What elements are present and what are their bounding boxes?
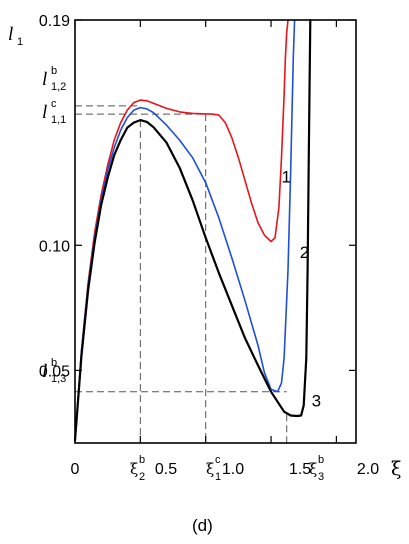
x-annotation-sub: 2 — [139, 471, 145, 483]
y-tick-label: 0.19 — [39, 13, 70, 30]
curve-label: 3 — [312, 392, 321, 411]
curve-label: 2 — [300, 243, 309, 262]
series-line-1 — [74, 19, 289, 442]
y-axis-label: l 1 — [8, 24, 23, 48]
y-annotation-sub: 1,3 — [51, 373, 66, 385]
y-annotation-main: l — [42, 361, 47, 382]
y-annotation-sup: b — [51, 357, 57, 369]
x-axis-label: ξ — [391, 458, 401, 480]
y-axis-label-main: l — [8, 24, 13, 45]
series-line-2 — [74, 19, 296, 442]
y-annotation-sub: 1,1 — [51, 114, 66, 126]
y-annotation-main: l — [42, 69, 47, 90]
x-annotation-main: ξ — [206, 460, 214, 478]
x-tick-label: 1.0 — [222, 461, 244, 478]
guide-lines — [75, 105, 288, 443]
series-layer — [73, 18, 312, 442]
y-annotation-sub: 1,2 — [51, 81, 66, 93]
x-tick-label: 0.5 — [155, 461, 177, 478]
y-tick-label: 0.05 — [39, 363, 70, 380]
x-tick-label: 0 — [71, 461, 80, 478]
y-annotation-sup: c — [51, 98, 57, 110]
y-axis-label-sub: 1 — [17, 36, 23, 48]
x-tick-label: 2.0 — [357, 461, 379, 478]
y-annotation-main: l — [42, 102, 47, 123]
panel-label: (d) — [192, 516, 213, 535]
series-line-3 — [73, 18, 312, 442]
x-annotation-sub: 3 — [318, 471, 324, 483]
y-tick-label: 0.10 — [39, 238, 70, 255]
tick-marks — [74, 19, 356, 443]
x-annotation-sup: b — [139, 454, 145, 466]
x-annotation-main: ξ — [309, 460, 317, 478]
x-annotation-sup: c — [215, 454, 221, 466]
x-tick-label: 1.5 — [289, 461, 311, 478]
labels-layer: 0 0.5 1.0 1.5 2.00.050.100.19l 1,2bl 1,1cl 1,3b… — [39, 13, 379, 483]
y-annotation-sup: b — [51, 65, 57, 77]
plot-frame — [74, 19, 357, 444]
x-annotation-sup: b — [318, 454, 324, 466]
x-annotation-sub: 1 — [215, 471, 221, 483]
x-annotation-main: ξ — [130, 460, 138, 478]
curve-label: 1 — [282, 168, 291, 187]
